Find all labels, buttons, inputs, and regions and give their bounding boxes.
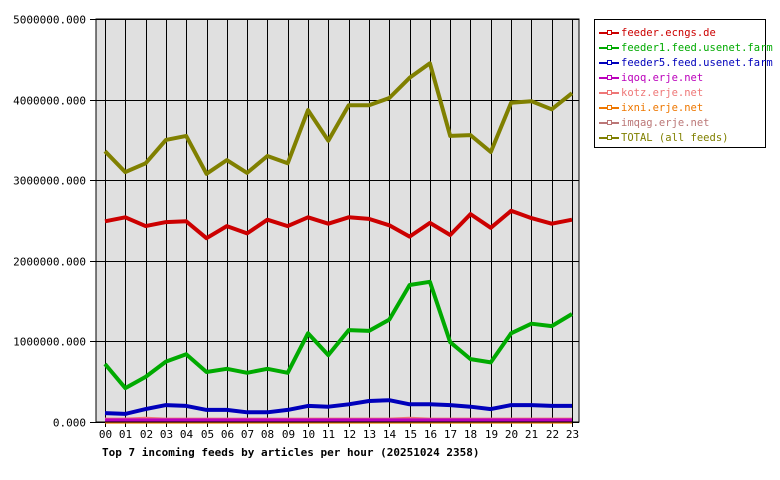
legend-label: feeder5.feed.usenet.farm bbox=[621, 56, 773, 69]
legend-swatch-icon bbox=[599, 59, 619, 67]
legend-item: iqoq.erje.net bbox=[599, 70, 703, 85]
legend-swatch-icon bbox=[599, 134, 619, 142]
plot-frame bbox=[95, 18, 580, 423]
legend-item: feeder.ecngs.de bbox=[599, 25, 716, 40]
x-tick-label: 10 bbox=[302, 428, 315, 441]
y-tick-label: 3000000.000 bbox=[13, 175, 86, 188]
x-axis: 00 01 02 03 04 05 06 07 08 09 10 11 12 13 14 15 16 17 18 19… bbox=[99, 422, 579, 441]
x-tick-label: 07 bbox=[241, 428, 254, 441]
legend-label: feeder1.feed.usenet.farm bbox=[621, 41, 773, 54]
grid-lines bbox=[90, 19, 579, 423]
legend-swatch-icon bbox=[599, 89, 619, 97]
y-axis: 0.000 1000000.000 2000000.000 3000000.000 40… bbox=[13, 14, 86, 430]
x-tick-label: 15 bbox=[404, 428, 417, 441]
legend-item: kotz.erje.net bbox=[599, 85, 703, 100]
legend-swatch-icon bbox=[599, 119, 619, 127]
x-tick-label: 05 bbox=[201, 428, 214, 441]
legend: feeder.ecngs.de feeder1.feed.usenet.farm f… bbox=[594, 19, 773, 148]
series-line-feeder5-feed-usenet-farm bbox=[104, 398, 572, 416]
x-tick-label: 20 bbox=[505, 428, 518, 441]
legend-swatch-icon bbox=[599, 44, 619, 52]
x-tick-label: 12 bbox=[343, 428, 356, 441]
legend-swatch-icon bbox=[599, 29, 619, 37]
legend-swatch-icon bbox=[599, 104, 619, 112]
x-tick-label: 11 bbox=[322, 428, 335, 441]
chart-title: Top 7 incoming feeds by articles per hou… bbox=[102, 446, 480, 459]
legend-label: TOTAL (all feeds) bbox=[621, 131, 729, 144]
x-tick-label: 08 bbox=[261, 428, 274, 441]
x-tick-label: 01 bbox=[119, 428, 132, 441]
legend-item: TOTAL (all feeds) bbox=[599, 130, 728, 145]
y-tick-label: 1000000.000 bbox=[13, 336, 86, 349]
x-tick-label: 03 bbox=[160, 428, 173, 441]
legend-label: ixni.erje.net bbox=[621, 101, 704, 114]
x-tick-label: 14 bbox=[383, 428, 397, 441]
x-tick-label: 23 bbox=[566, 428, 579, 441]
y-tick-label: 2000000.000 bbox=[13, 256, 86, 269]
x-tick-label: 18 bbox=[464, 428, 477, 441]
y-tick-label: 0.000 bbox=[53, 417, 86, 430]
legend-item: feeder1.feed.usenet.farm bbox=[599, 40, 773, 55]
legend-swatch-icon bbox=[599, 74, 619, 82]
x-tick-label: 13 bbox=[363, 428, 376, 441]
y-tick-label: 5000000.000 bbox=[13, 14, 86, 27]
legend-item: feeder5.feed.usenet.farm bbox=[599, 55, 773, 70]
series-line-feeder1-feed-usenet-farm bbox=[103, 279, 574, 391]
y-tick-label: 4000000.000 bbox=[13, 95, 86, 108]
legend-label: feeder.ecngs.de bbox=[621, 26, 716, 39]
x-tick-label: 21 bbox=[525, 428, 538, 441]
x-tick-label: 22 bbox=[546, 428, 559, 441]
legend-label: kotz.erje.net bbox=[621, 86, 704, 99]
legend-label: imqag.erje.net bbox=[621, 116, 710, 129]
x-tick-label: 16 bbox=[424, 428, 437, 441]
x-tick-label: 17 bbox=[444, 428, 457, 441]
x-tick-label: 19 bbox=[485, 428, 498, 441]
x-tick-label: 02 bbox=[140, 428, 153, 441]
series-line-feeder-ecngs-de bbox=[104, 208, 573, 241]
x-tick-label: 00 bbox=[99, 428, 112, 441]
x-tick-label: 06 bbox=[221, 428, 234, 441]
legend-item: imqag.erje.net bbox=[599, 115, 710, 130]
x-tick-label: 04 bbox=[180, 428, 194, 441]
legend-label: iqoq.erje.net bbox=[621, 71, 704, 84]
x-tick-label: 09 bbox=[282, 428, 295, 441]
series-line-total-all-feeds- bbox=[103, 61, 574, 176]
legend-item: ixni.erje.net bbox=[599, 100, 703, 115]
